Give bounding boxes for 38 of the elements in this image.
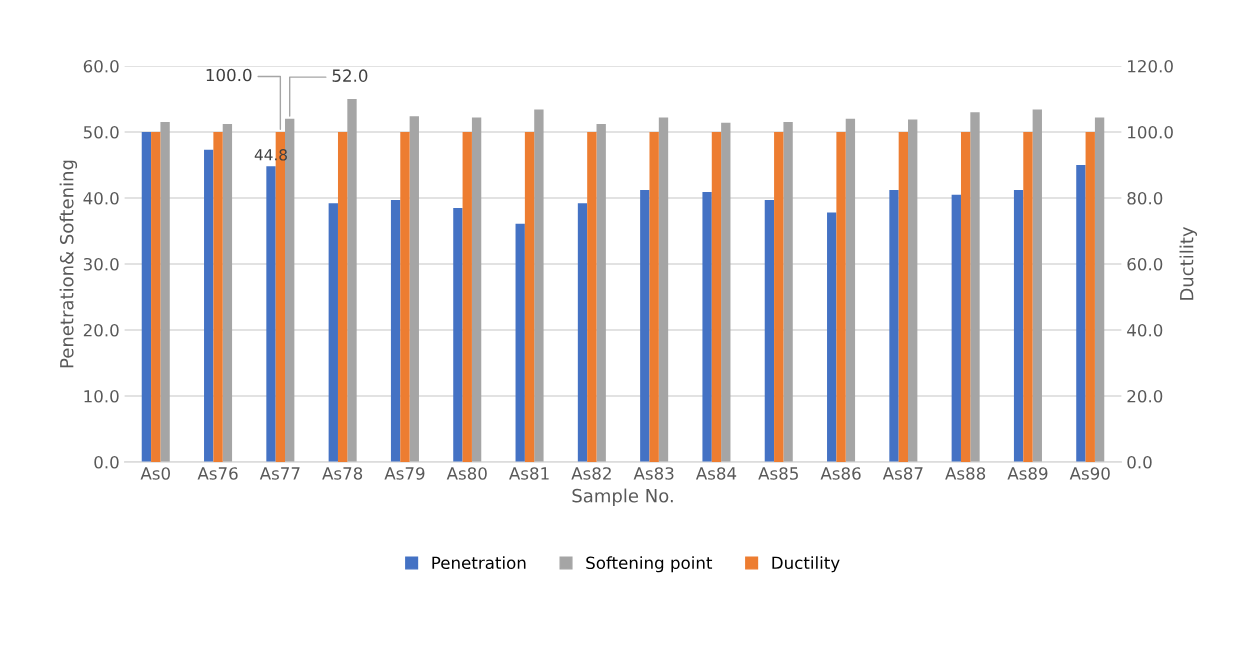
- y-tick-label: 10.0: [84, 389, 119, 403]
- y2-tick-label: 120.0: [1128, 59, 1173, 73]
- x-tick-label: As0: [140, 467, 170, 480]
- y-tick-label: 60.0: [83, 59, 119, 73]
- y2-tick-label: 40.0: [1127, 323, 1163, 337]
- x-tick-label: As81: [509, 467, 549, 480]
- y2-tick-label: 80.0: [1127, 191, 1163, 205]
- x-tick-label: As78: [322, 467, 363, 480]
- x-tick-label: As82: [571, 467, 611, 480]
- y2-tick-label: 60.0: [1127, 257, 1163, 271]
- data-label: 100.0: [206, 68, 252, 82]
- x-tick-label: As89: [1007, 467, 1048, 480]
- x-tick-label: As85: [758, 467, 798, 480]
- x-tick-label: As79: [384, 467, 425, 480]
- y2-tick-label: 100.0: [1128, 125, 1173, 139]
- y-tick-label: 0.0: [94, 455, 119, 469]
- x-tick-label: As76: [197, 467, 238, 480]
- y-axis-title: Penetration& Softening: [59, 160, 78, 368]
- legend-label: Softening point: [586, 556, 713, 573]
- y-tick-label: 50.0: [83, 125, 119, 139]
- y2-tick-label: 20.0: [1127, 389, 1163, 403]
- x-tick-label: As80: [446, 467, 487, 480]
- y2-tick-label: 0.0: [1127, 455, 1152, 469]
- x-tick-label: As83: [633, 467, 674, 480]
- data-label: 52.0: [332, 69, 368, 82]
- x-tick-label: As87: [882, 467, 923, 480]
- x-tick-label: As86: [820, 467, 861, 480]
- y-tick-label: 40.0: [83, 191, 119, 205]
- y-tick-label: 30.0: [83, 257, 119, 271]
- x-tick-label: As88: [945, 467, 986, 480]
- x-tick-label: As90: [1069, 467, 1110, 480]
- x-tick-label: As77: [259, 467, 300, 480]
- x-tick-label: As84: [695, 467, 737, 480]
- y2-axis-title: Ductility: [1179, 226, 1197, 300]
- legend-label: Ductility: [772, 556, 840, 573]
- y-tick-label: 20.0: [83, 323, 119, 337]
- legend-label: Penetration: [432, 556, 526, 570]
- x-axis-title: Sample No.: [572, 488, 673, 507]
